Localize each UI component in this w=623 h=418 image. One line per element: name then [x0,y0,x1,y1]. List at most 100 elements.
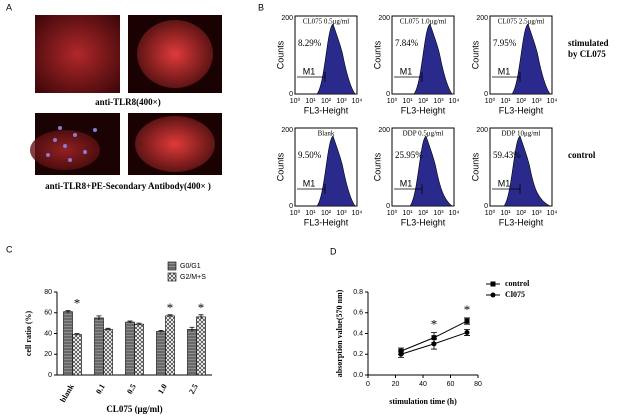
x-axis-label: FL3-Height [499,105,544,115]
micrographs [30,15,222,175]
x-tick-label: 60 [447,381,455,388]
plot-title: DDP 0.5μg/ml [403,130,444,138]
bar [165,315,175,376]
y-tick-label: 200 [378,15,390,22]
x-tick-label: 10¹ [305,210,316,217]
gate-marker [297,72,326,82]
x-tick-label: 10⁰ [387,209,398,217]
x-tick-label: 10² [516,98,527,105]
x-tick-label: 10² [418,98,429,105]
legend-marker [490,281,496,287]
y-axis-label: Counts [470,40,480,69]
x-tick-label: 10⁴ [449,210,460,217]
y-axis-label: cell ratio (%) [24,311,33,357]
y-tick-label: 0 [484,203,488,210]
bar [94,317,104,376]
y-tick-label: 0 [386,91,390,98]
y-tick-label: 0.6 [353,310,363,317]
error-bar [96,315,102,321]
legend-label: control [505,279,530,288]
error-bar [127,320,133,324]
row-label: stimulated [568,38,609,48]
gate-percent: 7.84% [395,38,419,48]
y-axis-label: absorption value(570 nm) [335,289,344,377]
x-tick-label: 10⁴ [547,98,558,105]
y-tick-label: 0.0 [353,372,363,379]
bar [134,323,144,376]
plot-title: CL075 2.5μg/ml [498,18,545,26]
x-axis-label: FL3-Height [304,105,349,115]
point [464,329,470,335]
x-tick-label: 1.0 [156,382,169,395]
micrograph [35,15,120,93]
panel-label: B [258,2,264,12]
gate-percent: 25.95% [395,150,423,160]
point [431,335,437,341]
gate-marker [394,184,423,194]
x-tick-label: 80 [474,381,482,388]
x-tick-label: 0 [366,381,370,388]
histogram-shape [511,23,551,95]
x-tick-label: 10⁰ [485,209,496,217]
bar [196,316,206,376]
histogram-shape [413,23,453,95]
histogram-shape [409,135,453,207]
y-tick-label: 200 [281,15,293,22]
x-tick-label: 0.5 [125,382,138,395]
x-tick-label: 10⁴ [352,210,363,217]
x-tick-label: 10³ [531,210,542,217]
legend-label: G0/G1 [180,263,201,270]
y-axis-label: Counts [372,152,382,181]
y-axis-label: Counts [372,40,382,69]
plot-title: Blank [318,130,335,138]
point [464,318,470,324]
legend-swatch [167,272,177,282]
error-bar [189,326,195,332]
gate-percent: 7.95% [493,38,517,48]
y-axis-label: Counts [275,152,285,181]
bar [187,329,197,376]
significance-mark: * [431,316,438,331]
x-tick-label: 20 [392,381,400,388]
x-tick-label: 10³ [433,98,444,105]
y-tick-label: 200 [378,127,390,134]
x-axis-label: FL3-Height [401,217,446,227]
x-tick-label: 10¹ [500,98,511,105]
x-axis-label: FL3-Height [401,105,446,115]
y-tick-label: 60 [44,310,52,317]
y-axis-label: Counts [275,40,285,69]
legend-label: G2/M+S [180,274,206,281]
error-bar [74,333,80,336]
cell-cluster [30,130,100,170]
error-bar [136,322,142,326]
gate-label: M1 [303,178,316,188]
x-tick-label: 10² [321,98,332,105]
y-tick-label: 0.8 [353,289,363,296]
x-tick-label: 10⁴ [547,210,558,217]
error-bar [65,310,71,313]
point [398,351,404,357]
y-tick-label: 0 [289,203,293,210]
x-tick-label: 10⁴ [449,98,460,105]
x-tick-label: 10⁰ [387,97,398,105]
y-tick-label: 0 [386,203,390,210]
x-axis-label: CL075 (μg/ml) [106,404,162,414]
plot-title: CL075 0.5μg/ml [303,18,350,26]
x-axis-label: FL3-Height [304,217,349,227]
cell-cluster [137,20,213,88]
legend-label: Cl075 [505,290,525,299]
gate-percent: 59.43% [493,150,521,160]
x-tick-label: 10⁰ [290,97,301,105]
panel-label: A [6,2,12,12]
histogram-shape [503,135,551,207]
error-bar [167,314,173,317]
panel-label: C [6,244,13,254]
bar [103,329,113,376]
y-tick-label: 20 [44,351,52,358]
y-tick-label: 0 [484,91,488,98]
histogram-shape [316,135,356,207]
x-tick-label: 10¹ [500,210,511,217]
y-tick-label: 40 [44,330,52,337]
x-axis-label: stimulation time (h) [389,397,457,406]
